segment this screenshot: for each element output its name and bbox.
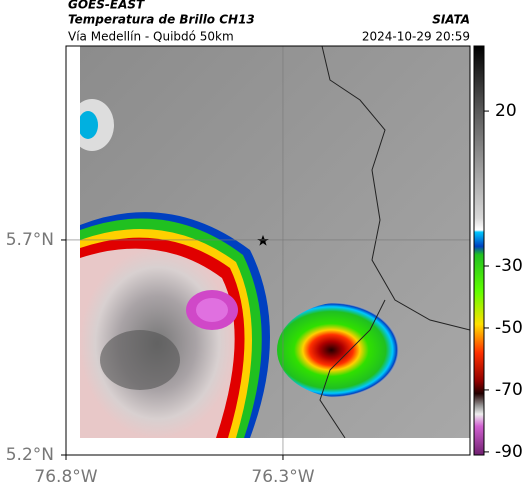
axes: 76.8°W 76.3°W 5.7°N 5.2°N 20 -30 -50 -70 -90 xyxy=(6,101,523,487)
timestamp: 2024-10-29 20:59 xyxy=(362,30,470,44)
colorbar-tick-label: -90 xyxy=(495,442,523,462)
location: Vía Medellín - Quibdó 50km xyxy=(68,30,234,44)
colorbar xyxy=(473,45,485,456)
colorbar-tick-label: -70 xyxy=(495,380,523,400)
title: GOES-EAST xyxy=(68,0,145,12)
map-frame xyxy=(65,45,471,456)
y-tick-label: 5.7°N xyxy=(6,230,54,250)
colorbar-tick-label: 20 xyxy=(495,101,517,121)
subtitle: Temperatura de Brillo CH13 xyxy=(68,13,255,27)
source: SIATA xyxy=(432,13,470,27)
colorbar-tick-label: -50 xyxy=(495,318,523,338)
x-tick-label: 76.8°W xyxy=(34,467,97,487)
location-marker xyxy=(257,235,269,246)
satellite-image xyxy=(80,46,470,438)
x-tick-label: 76.3°W xyxy=(251,467,314,487)
colorbar-tick-label: -30 xyxy=(495,256,523,276)
y-tick-label: 5.2°N xyxy=(6,445,54,465)
